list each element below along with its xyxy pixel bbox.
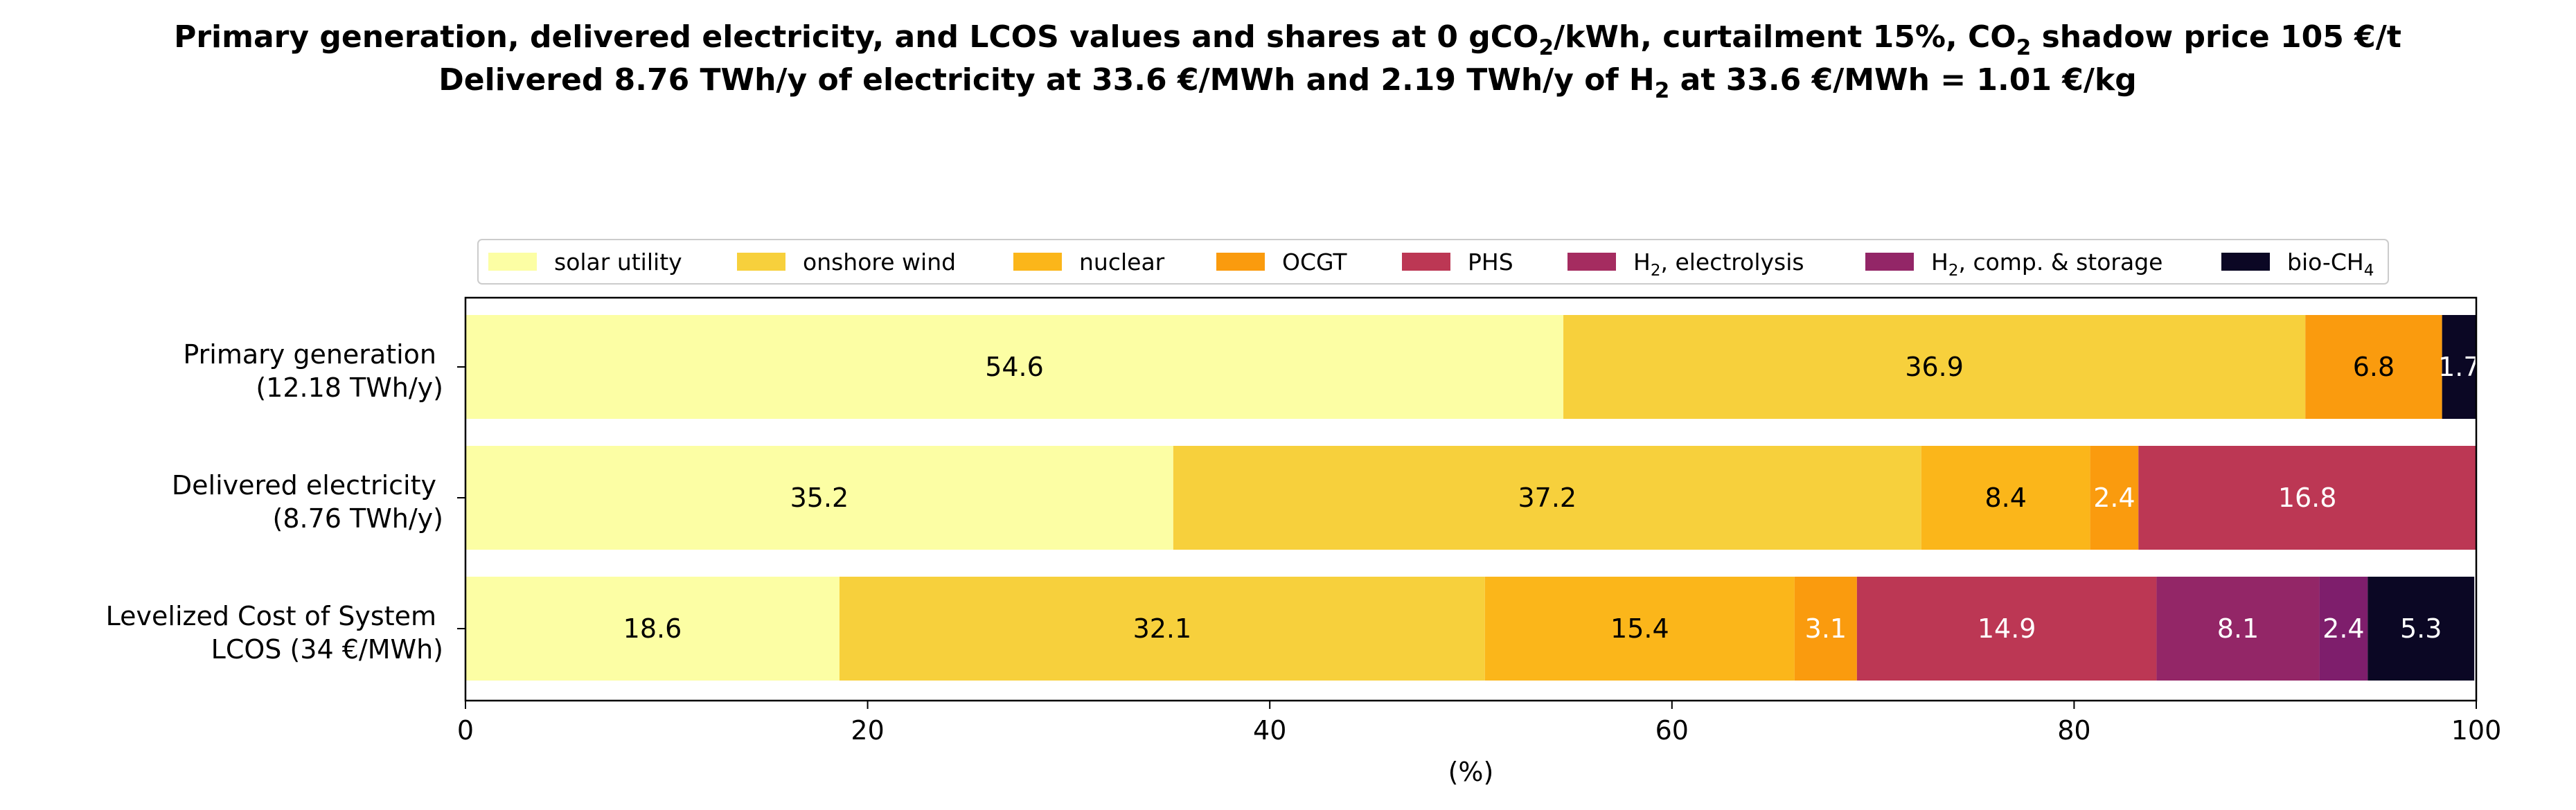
x-tick-label: 60 bbox=[1655, 715, 1689, 746]
chart-title: Primary generation, delivered electricit… bbox=[174, 19, 2401, 60]
y-tick-label: Levelized Cost of System bbox=[106, 601, 436, 631]
legend-swatch bbox=[2221, 253, 2270, 271]
legend-swatch bbox=[1013, 253, 1062, 271]
legend-swatch bbox=[488, 253, 537, 271]
bar-segment bbox=[1173, 446, 1921, 550]
bar-segment bbox=[465, 315, 1564, 419]
bar-segment bbox=[2442, 315, 2476, 419]
bar-value-label: 15.4 bbox=[1610, 613, 1669, 644]
bar-segment bbox=[2156, 577, 2320, 681]
legend-swatch bbox=[1216, 253, 1265, 271]
bar-value-label: 3.1 bbox=[1805, 613, 1847, 644]
x-tick-label: 100 bbox=[2451, 715, 2502, 746]
legend-swatch bbox=[1865, 253, 1914, 271]
bar-segment bbox=[1794, 577, 1857, 681]
bar-segment bbox=[465, 577, 840, 681]
legend-label: PHS bbox=[1468, 249, 1513, 276]
bar-segment bbox=[839, 577, 1485, 681]
bar-value-label: 37.2 bbox=[1518, 483, 1577, 513]
bar-segment bbox=[465, 446, 1173, 550]
legend-label: solar utility bbox=[554, 249, 682, 276]
bar-value-label: 16.8 bbox=[2278, 483, 2337, 513]
bar-segment bbox=[1563, 315, 2306, 419]
bar-value-label: 14.9 bbox=[1978, 613, 2036, 644]
legend-swatch bbox=[1567, 253, 1616, 271]
bar-value-label: 8.1 bbox=[2217, 613, 2259, 644]
legend-swatch bbox=[1402, 253, 1450, 271]
y-tick-label: LCOS (34 €/MWh) bbox=[211, 634, 443, 665]
bar-value-label: 1.7 bbox=[2438, 352, 2480, 382]
x-tick-label: 40 bbox=[1253, 715, 1286, 746]
y-tick-label: (12.18 TWh/y) bbox=[256, 372, 443, 403]
bar-segment bbox=[2319, 577, 2368, 681]
bar-segment bbox=[1856, 577, 2157, 681]
bar-segment bbox=[1484, 577, 1795, 681]
bar-segment bbox=[2305, 315, 2442, 419]
bar-value-label: 5.3 bbox=[2400, 613, 2442, 644]
y-tick-label: Delivered electricity bbox=[172, 470, 436, 501]
bar-value-label: 2.4 bbox=[2093, 483, 2135, 513]
x-axis-label: (%) bbox=[1448, 757, 1494, 787]
bar-segment bbox=[2368, 577, 2475, 681]
bar-value-label: 2.4 bbox=[2322, 613, 2364, 644]
legend-label: H2, comp. & storage bbox=[1931, 249, 2162, 280]
bar-value-label: 8.4 bbox=[1984, 483, 2026, 513]
bar-segment bbox=[1921, 446, 2090, 550]
legend-label: onshore wind bbox=[803, 249, 956, 276]
y-tick-label: Primary generation bbox=[183, 339, 436, 370]
bar-value-label: 36.9 bbox=[1905, 352, 1964, 382]
bar-segment bbox=[2090, 446, 2139, 550]
plot-frame bbox=[464, 296, 2478, 702]
legend-label: H2, electrolysis bbox=[1633, 249, 1804, 280]
y-tick-label: (8.76 TWh/y) bbox=[273, 503, 444, 534]
legend-label: bio-CH4 bbox=[2287, 249, 2374, 280]
legend-label: nuclear bbox=[1079, 249, 1165, 276]
x-tick-label: 0 bbox=[457, 715, 474, 746]
bar-value-label: 18.6 bbox=[623, 613, 682, 644]
x-tick-label: 80 bbox=[2057, 715, 2090, 746]
bar-value-label: 32.1 bbox=[1133, 613, 1192, 644]
bar-value-label: 6.8 bbox=[2353, 352, 2395, 382]
chart-subtitle: Delivered 8.76 TWh/y of electricity at 3… bbox=[438, 62, 2137, 103]
bar-value-label: 54.6 bbox=[985, 352, 1044, 382]
bar-segment bbox=[2138, 446, 2476, 550]
legend-swatch bbox=[737, 253, 785, 271]
legend-label: OCGT bbox=[1282, 249, 1347, 276]
x-tick-label: 20 bbox=[851, 715, 884, 746]
bar-value-label: 35.2 bbox=[790, 483, 849, 513]
